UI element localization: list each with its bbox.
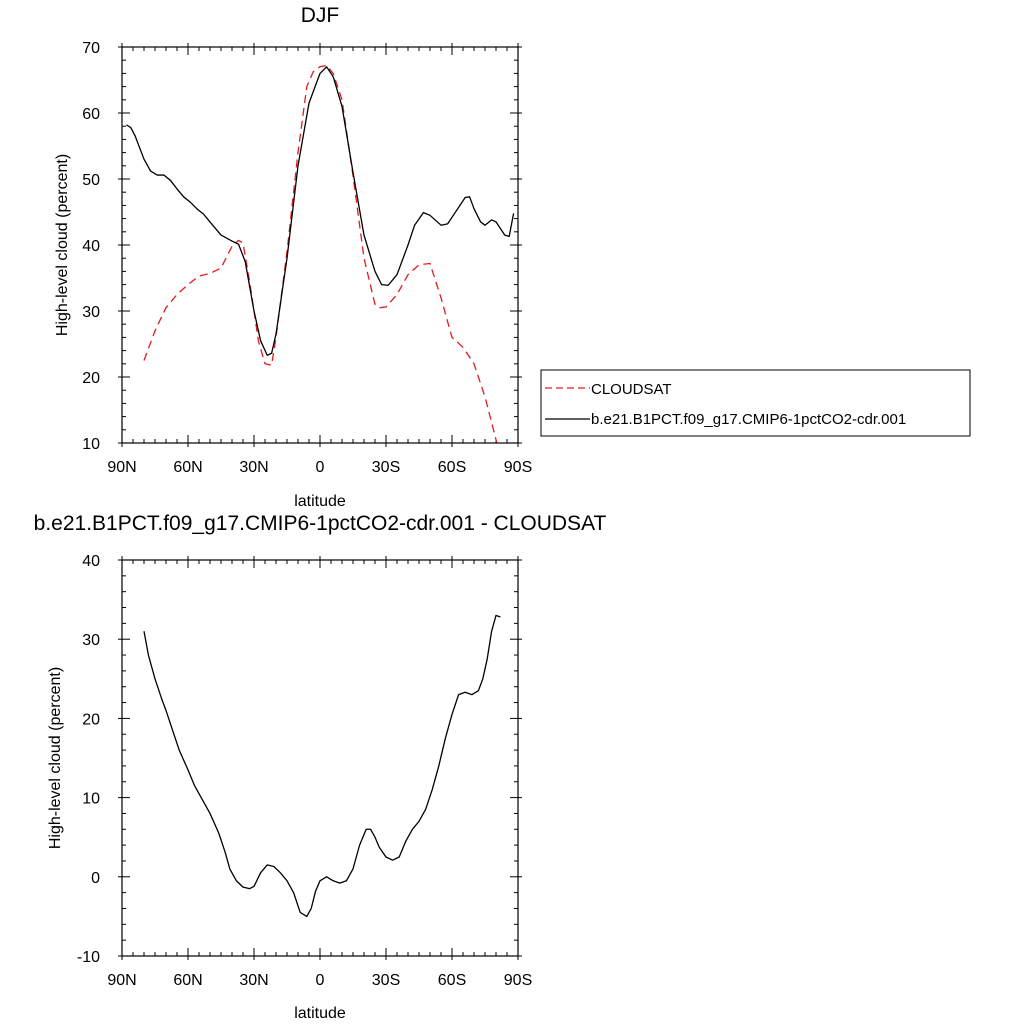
x-tick-labels: 90N 60N 30N 0 30S 60S 90S — [107, 459, 532, 476]
x-tick-label: 60S — [438, 459, 466, 476]
x-tick-label: 90N — [107, 972, 136, 989]
x-tick-label: 30N — [239, 972, 268, 989]
x-tick-labels: 90N 60N 30N 0 30S 60S 90S — [107, 972, 532, 989]
x-tick-label: 0 — [316, 972, 325, 989]
y-axis-label: High-level cloud (percent) — [54, 154, 71, 336]
legend: CLOUDSAT b.e21.B1PCT.f09_g17.CMIP6-1pctC… — [540, 369, 971, 437]
y-tick-label: 60 — [82, 106, 100, 123]
y-tick-label: 20 — [82, 711, 100, 728]
y-tick-label: 20 — [82, 370, 100, 387]
chart-title: DJF — [301, 4, 340, 27]
x-tick-label: 0 — [316, 459, 325, 476]
difference-panel: b.e21.B1PCT.f09_g17.CMIP6-1pctCO2-cdr.00… — [34, 512, 607, 1022]
x-tick-label: 30S — [372, 972, 400, 989]
y-tick-label: 0 — [91, 870, 100, 887]
x-axis-label: latitude — [294, 493, 346, 510]
legend-label-cloudsat: CLOUDSAT — [591, 381, 672, 398]
x-tick-label: 90S — [504, 972, 532, 989]
y-tick-label: 40 — [82, 553, 100, 570]
x-axis-label: latitude — [294, 1005, 346, 1022]
series-line-cloudsat — [143, 64, 498, 443]
y-tick-label: 30 — [82, 632, 100, 649]
x-tick-label: 60S — [438, 972, 466, 989]
y-axis-label: High-level cloud (percent) — [47, 667, 64, 849]
tick-marks — [118, 556, 522, 960]
legend-label-model: b.e21.B1PCT.f09_g17.CMIP6-1pctCO2-cdr.00… — [591, 411, 906, 428]
y-tick-label: -10 — [77, 949, 100, 966]
x-tick-label: 90N — [107, 459, 136, 476]
tick-marks — [118, 43, 522, 447]
series-lines — [143, 614, 501, 918]
series-line-difference — [143, 614, 501, 918]
x-tick-label: 30N — [239, 459, 268, 476]
y-tick-label: 50 — [82, 172, 100, 189]
chart-title: b.e21.B1PCT.f09_g17.CMIP6-1pctCO2-cdr.00… — [34, 512, 607, 535]
x-tick-label: 60N — [173, 972, 202, 989]
plot-frame — [121, 46, 519, 444]
y-tick-label: 30 — [82, 304, 100, 321]
x-tick-label: 90S — [504, 459, 532, 476]
y-tick-label: 70 — [82, 40, 100, 57]
y-tick-label: 40 — [82, 238, 100, 255]
series-lines — [126, 64, 515, 443]
y-tick-label: 10 — [82, 791, 100, 808]
y-tick-labels: -10 0 10 20 30 40 — [77, 553, 100, 966]
y-tick-labels: 10 20 30 40 50 60 70 — [82, 40, 100, 453]
series-line-b-e21-b1pct-f09-g17-cmip6-1pctco2-cdr-001 — [126, 66, 515, 356]
y-tick-label: 10 — [82, 436, 100, 453]
legend-box — [540, 369, 971, 437]
x-tick-label: 30S — [372, 459, 400, 476]
x-tick-label: 60N — [173, 459, 202, 476]
plot-frame — [121, 559, 519, 957]
djf-panel: DJF 10 20 30 40 50 60 70 90N 60N 30N 0 30S 60S 90S l… — [54, 4, 971, 510]
